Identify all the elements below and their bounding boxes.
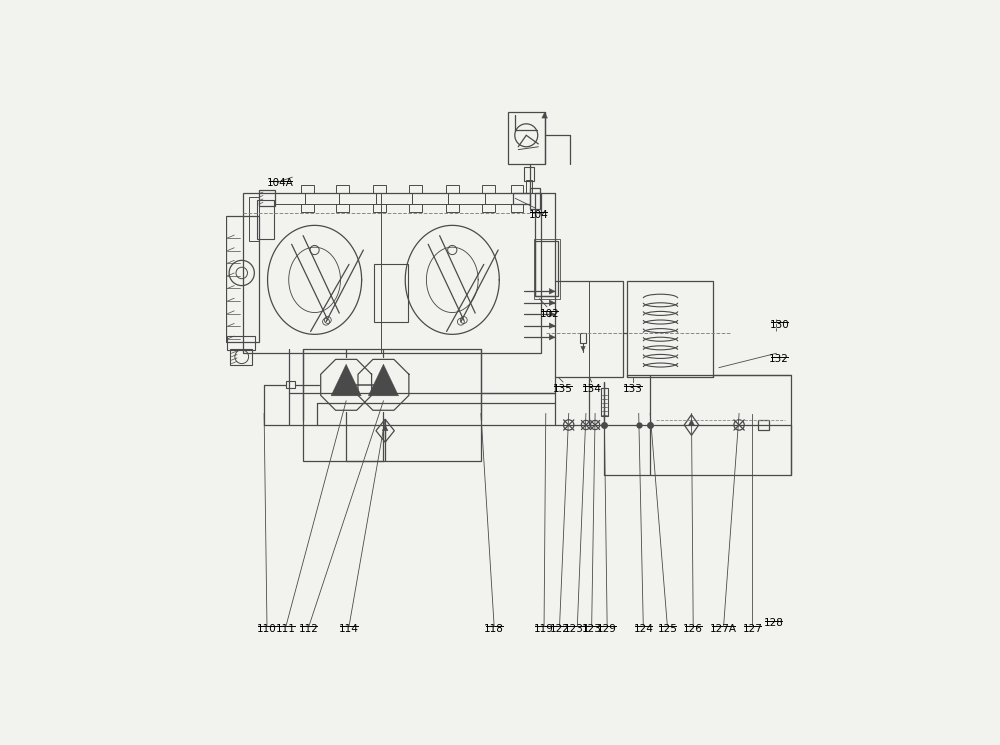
Text: 1231: 1231 [564, 624, 591, 634]
Polygon shape [549, 311, 555, 317]
Bar [305, 193, 339, 204]
Text: 104: 104 [528, 210, 548, 220]
Bar [336, 185, 349, 193]
Bar [373, 185, 386, 193]
Bar [275, 193, 305, 204]
Text: 127: 127 [742, 624, 762, 634]
Bar [243, 193, 541, 353]
Text: 123: 123 [582, 624, 602, 634]
Text: 130: 130 [769, 320, 789, 330]
Bar [412, 193, 448, 204]
Bar [580, 332, 586, 343]
Bar [485, 193, 513, 204]
Bar [555, 281, 623, 378]
Bar [230, 349, 252, 365]
Bar [511, 185, 523, 193]
Bar [511, 204, 523, 212]
Bar [448, 193, 485, 204]
Bar [512, 193, 530, 204]
Bar [482, 185, 495, 193]
Polygon shape [689, 419, 694, 425]
Bar [482, 204, 495, 212]
Bar [446, 204, 459, 212]
Bar [601, 387, 608, 416]
Polygon shape [581, 346, 585, 351]
Text: 125: 125 [657, 624, 677, 634]
Text: 127A: 127A [710, 624, 737, 634]
Text: 129: 129 [597, 624, 617, 634]
Bar [535, 241, 558, 296]
Polygon shape [549, 335, 555, 340]
Bar [374, 264, 408, 322]
Bar [226, 215, 259, 342]
Polygon shape [331, 364, 361, 396]
Bar [336, 204, 349, 212]
Bar [339, 193, 376, 204]
Bar [526, 180, 532, 193]
Text: 111: 111 [276, 624, 296, 634]
Bar [530, 188, 540, 209]
Text: 128: 128 [764, 618, 783, 628]
Bar [249, 197, 259, 241]
Bar [376, 193, 412, 204]
Text: 135: 135 [553, 384, 573, 393]
Polygon shape [542, 112, 547, 118]
Bar [446, 185, 459, 193]
Bar [259, 190, 275, 206]
Bar [758, 420, 769, 430]
Bar [286, 381, 295, 388]
Text: 110: 110 [257, 624, 277, 634]
Bar [524, 167, 534, 181]
Bar [373, 204, 386, 212]
Polygon shape [549, 288, 555, 294]
Text: 133: 133 [623, 384, 643, 393]
Bar [627, 281, 713, 378]
Text: 124: 124 [633, 624, 653, 634]
Text: 126: 126 [683, 624, 703, 634]
Polygon shape [549, 300, 555, 305]
Bar [409, 185, 422, 193]
Polygon shape [382, 425, 388, 431]
Bar [257, 200, 274, 238]
Text: 114: 114 [339, 624, 359, 634]
Bar [301, 185, 314, 193]
Text: 104A: 104A [267, 178, 294, 188]
Polygon shape [368, 364, 399, 396]
Bar [508, 112, 545, 164]
Bar [303, 349, 481, 461]
Text: 102: 102 [540, 308, 560, 319]
Bar [409, 204, 422, 212]
Text: 122: 122 [550, 624, 569, 634]
Bar [301, 204, 314, 212]
Bar [534, 238, 560, 299]
Text: 112: 112 [299, 624, 319, 634]
Text: 119: 119 [534, 624, 554, 634]
Bar [650, 375, 791, 475]
Text: 134: 134 [582, 384, 602, 393]
Bar [227, 336, 255, 350]
Polygon shape [549, 323, 555, 329]
Text: 118: 118 [484, 624, 504, 634]
Text: 132: 132 [769, 355, 789, 364]
